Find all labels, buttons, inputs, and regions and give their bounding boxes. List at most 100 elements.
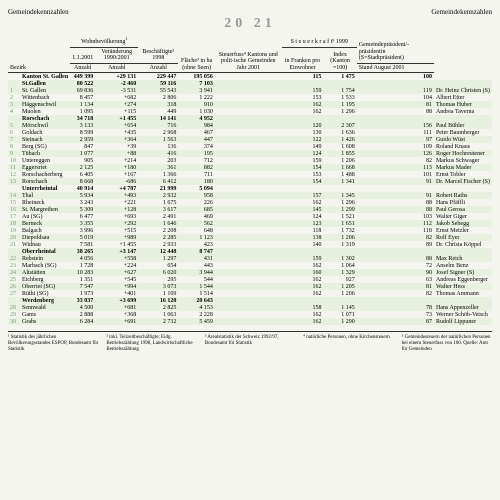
cell: 648 [178, 227, 215, 234]
cell: 21 999 [138, 185, 178, 192]
cell: 927 [323, 276, 356, 283]
cell: 8 599 [70, 129, 95, 136]
cell: +3 699 [95, 297, 138, 304]
cell: 12 448 [138, 248, 178, 255]
cell: Walter Hess [434, 283, 492, 290]
cell: +368 [95, 311, 138, 318]
cell: 1 302 [323, 255, 356, 262]
table-row: 11Eggersriet2 125+1803618821541 668113Ma… [8, 164, 492, 171]
cell: Dr. Marcel Fischer (S) [434, 178, 492, 185]
cell [215, 255, 282, 262]
cell: 226 [178, 199, 215, 206]
table-row: 28Sennwald4 500+6812 8254 1531581 14578H… [8, 304, 492, 311]
cell: 34 718 [70, 115, 95, 122]
table-row: 2Wittenbach8 457+6822 8061 2221531 53310… [8, 94, 492, 101]
cell: 88 [357, 255, 434, 262]
col-wohn: Wohnbevölkerung1 [70, 36, 138, 47]
cell: 2 968 [138, 129, 178, 136]
cell: Max Reich [434, 255, 492, 262]
cell: Robert Raths [434, 192, 492, 199]
cell: +128 [95, 206, 138, 213]
cell: +224 [95, 262, 138, 269]
cell: +4 787 [95, 185, 138, 192]
table-row: 13Rorschach8 668-6866 4121801541 34191Dr… [8, 178, 492, 185]
cell: 1 646 [138, 220, 178, 227]
cell: 2 732 [138, 318, 178, 325]
col-sk2: Index (Kanton =100) [323, 47, 356, 73]
cell [215, 290, 282, 297]
cell [215, 150, 282, 157]
cell: 159 [282, 255, 324, 262]
cell [357, 115, 434, 122]
cell: 3 355 [70, 220, 95, 227]
cell: 4 153 [178, 304, 215, 311]
cell: 63 [357, 276, 434, 283]
table-row: 21Widnau7 581+1 4552 9334231401 31989Dr.… [8, 241, 492, 248]
cell: 7 103 [178, 80, 215, 87]
col-wohn-u1: Anzahl [70, 63, 95, 73]
cell: 3 243 [70, 199, 95, 206]
cell: Guido Wüst [434, 136, 492, 143]
header-row: Gemeindekennzahlen Gemeindekennzahlen [8, 8, 492, 16]
row-name: 1St. Gallen [8, 87, 70, 94]
cell: 91 [357, 192, 434, 199]
cell [282, 297, 324, 304]
cell: 7 581 [70, 241, 95, 248]
cell [434, 248, 492, 255]
cell: 162 [282, 311, 324, 318]
cell: 126 [357, 150, 434, 157]
row-name: 16St. Margrethen [8, 206, 70, 213]
header-right: Gemeindekennzahlen [431, 8, 492, 16]
cell: Peter Baumberger [434, 129, 492, 136]
cell: Dr. Heinz Christen (S) [434, 87, 492, 94]
cell: 38 265 [70, 248, 95, 255]
cell: 449 399 [70, 73, 95, 81]
footnote-2: ² inkl. Teilzeitbeschäftigte; Eidg. Betr… [106, 335, 196, 353]
cell: 195 056 [178, 73, 215, 81]
cell [282, 248, 324, 255]
cell: Andreas Eggenberger [434, 276, 492, 283]
cell: +627 [95, 269, 138, 276]
cell: 89 [357, 241, 434, 248]
cell: 1 123 [178, 234, 215, 241]
cell: 1 329 [323, 269, 356, 276]
cell: +681 [95, 304, 138, 311]
cell: 467 [178, 129, 215, 136]
cell: 1 366 [138, 171, 178, 178]
cell: 1 206 [323, 157, 356, 164]
table-row: St.Gallen80 522-2 46059 1167 103 [8, 80, 492, 87]
cell: 1 754 [323, 87, 356, 94]
row-name: Oberrheintal [8, 248, 70, 255]
table-row: 26Oberriet (SG)7 547+9943 0731 5441621 2… [8, 283, 492, 290]
cell [215, 213, 282, 220]
table-row: 6Goldach8 599+4352 9684671301 636111Pete… [8, 129, 492, 136]
table-row: Oberrheintal38 265+3 14712 4488 747 [8, 248, 492, 255]
row-name: Unterrheintal [8, 185, 70, 192]
cell: 1 341 [323, 178, 356, 185]
cell [215, 241, 282, 248]
cell [215, 115, 282, 122]
cell: Rolf Eyer [434, 234, 492, 241]
row-name: 24Altstätten [8, 269, 70, 276]
cell: 124 [282, 150, 324, 157]
table-row: 8Berg (SG)847+391363741491 608109Roland … [8, 143, 492, 150]
cell: 1 290 [323, 318, 356, 325]
cell: 91 [357, 178, 434, 185]
cell: 124 [282, 213, 324, 220]
cell: 1 426 [323, 136, 356, 143]
cell: 1 345 [323, 192, 356, 199]
cell [357, 297, 434, 304]
cell: 69 836 [70, 87, 95, 94]
cell: 2 491 [138, 213, 178, 220]
cell [215, 94, 282, 101]
cell [282, 185, 324, 192]
cell: Ernst Metzler [434, 227, 492, 234]
cell: Markus Schwager [434, 157, 492, 164]
cell: Andrea Taverna [434, 108, 492, 115]
cell: 1 145 [323, 304, 356, 311]
cell: 158 [282, 304, 324, 311]
cell: 1 206 [323, 234, 356, 241]
cell: 905 [70, 157, 95, 164]
cell: 544 [178, 276, 215, 283]
cell [215, 283, 282, 290]
